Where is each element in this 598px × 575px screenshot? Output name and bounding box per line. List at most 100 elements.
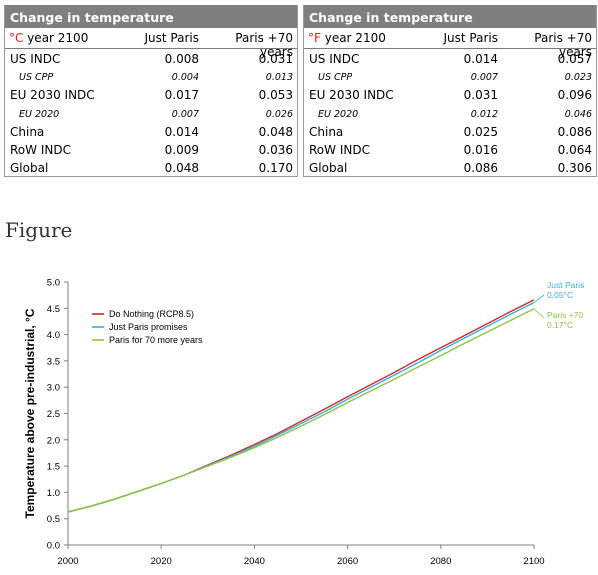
table-row: US INDC 0.014 0.057 bbox=[304, 49, 596, 67]
y-tick-label: 5.0 bbox=[47, 278, 60, 289]
value-just-paris: 0.009 bbox=[164, 142, 199, 157]
value-just-paris: 0.048 bbox=[164, 161, 199, 176]
value-paris-70: 0.096 bbox=[557, 88, 592, 103]
value-paris-70: 0.048 bbox=[258, 124, 293, 139]
value-paris-70: 0.036 bbox=[258, 142, 293, 157]
column-header-paris-70: Paris +70 years bbox=[235, 31, 293, 59]
value-paris-70: 0.031 bbox=[258, 52, 293, 66]
value-just-paris: 0.031 bbox=[463, 88, 498, 103]
row-label: EU 2020 bbox=[19, 108, 60, 120]
value-paris-70: 0.064 bbox=[557, 142, 592, 157]
y-tick-label: 3.5 bbox=[47, 356, 60, 367]
temperature-line-chart: 0.0 0.5 1.0 1.5 2.0 2.5 3.0 3.5 4.0 4.5 5.0 2000 202… bbox=[23, 278, 584, 568]
table-title: Change in temperature bbox=[5, 5, 297, 28]
table-row: EU 2020 0.007 0.026 bbox=[5, 104, 297, 122]
y-tick-label: 0.0 bbox=[47, 541, 60, 552]
table-row: EU 2030 INDC 0.017 0.053 bbox=[5, 85, 297, 103]
column-header-paris-70: Paris +70 years bbox=[534, 31, 592, 59]
unit-symbol: °C bbox=[9, 31, 24, 45]
table-row: EU 2020 0.012 0.046 bbox=[304, 104, 596, 122]
value-just-paris: 0.012 bbox=[470, 108, 498, 120]
column-header-just-paris: Just Paris bbox=[443, 31, 499, 45]
value-just-paris: 0.008 bbox=[164, 52, 199, 66]
y-tick-label: 1.5 bbox=[47, 462, 60, 473]
table-body: US INDC 0.014 0.057 US CPP 0.007 0.023 EU 2030… bbox=[304, 49, 596, 176]
value-just-paris: 0.086 bbox=[463, 161, 498, 176]
figure-heading: Figure bbox=[5, 218, 73, 242]
y-tick-label: 2.5 bbox=[47, 409, 60, 420]
y-tick-label: 4.0 bbox=[47, 330, 60, 341]
x-tick-label: 2060 bbox=[337, 556, 358, 567]
annotation-value: 0.17°C bbox=[547, 320, 573, 330]
unit-label: °C year 2100 bbox=[9, 31, 88, 45]
x-tick-label: 2000 bbox=[57, 556, 78, 567]
x-tick-label: 2020 bbox=[151, 556, 172, 567]
value-just-paris: 0.025 bbox=[463, 124, 498, 139]
table-body: US INDC 0.008 0.031 US CPP 0.004 0.013 EU 2030… bbox=[5, 49, 297, 176]
table-fahrenheit: Change in temperature °F year 2100 Just … bbox=[303, 5, 597, 178]
value-paris-70: 0.057 bbox=[557, 52, 592, 66]
value-paris-70: 0.306 bbox=[557, 161, 592, 176]
row-label: US CPP bbox=[318, 72, 353, 84]
table-row: US CPP 0.004 0.013 bbox=[5, 67, 297, 85]
annotation-label: Just Paris bbox=[547, 280, 584, 290]
table-row: US CPP 0.007 0.023 bbox=[304, 67, 596, 85]
value-paris-70: 0.013 bbox=[265, 72, 293, 84]
value-paris-70: 0.026 bbox=[265, 108, 293, 120]
value-paris-70: 0.086 bbox=[557, 124, 592, 139]
y-tick-label: 4.5 bbox=[47, 304, 60, 315]
row-label: EU 2020 bbox=[318, 108, 359, 120]
value-just-paris: 0.014 bbox=[463, 52, 498, 66]
table-celsius: Change in temperature °C year 2100 Just … bbox=[4, 5, 298, 178]
annotation-value: 0.05°C bbox=[547, 290, 573, 300]
table-row: Global 0.086 0.306 bbox=[304, 158, 596, 176]
series-line-1 bbox=[67, 301, 535, 513]
table-header-row: °C year 2100 Just Paris Paris +70 years bbox=[5, 28, 297, 59]
y-tick-label: 2.0 bbox=[47, 435, 60, 446]
table-row: Global 0.048 0.170 bbox=[5, 158, 297, 176]
x-tick-label: 2100 bbox=[523, 556, 544, 567]
value-just-paris: 0.016 bbox=[463, 142, 498, 157]
row-label: US INDC bbox=[309, 52, 360, 66]
y-axis-title: Temperature above pre-industrial, °C bbox=[23, 308, 37, 518]
column-header-just-paris: Just Paris bbox=[144, 31, 200, 45]
row-label: RoW INDC bbox=[10, 142, 71, 157]
table-title: Change in temperature bbox=[304, 5, 596, 28]
table-row: US INDC 0.008 0.031 bbox=[5, 49, 297, 67]
table-row: China 0.014 0.048 bbox=[5, 122, 297, 140]
value-paris-70: 0.046 bbox=[564, 108, 592, 120]
row-label: EU 2030 INDC bbox=[10, 88, 95, 103]
row-label: RoW INDC bbox=[309, 142, 370, 157]
annotation-label: Paris +70 bbox=[547, 310, 583, 320]
value-just-paris: 0.014 bbox=[164, 124, 199, 139]
series-line-2 bbox=[67, 308, 535, 513]
row-label: US CPP bbox=[19, 72, 54, 84]
row-label: China bbox=[309, 124, 344, 139]
x-tick-label: 2080 bbox=[430, 556, 451, 567]
value-just-paris: 0.004 bbox=[171, 72, 199, 84]
annotation-leader bbox=[533, 308, 545, 319]
row-label: Global bbox=[10, 161, 49, 176]
value-paris-70: 0.023 bbox=[564, 72, 592, 84]
table-row: China 0.025 0.086 bbox=[304, 122, 596, 140]
value-just-paris: 0.017 bbox=[164, 88, 199, 103]
legend-label: Paris for 70 more years bbox=[109, 335, 203, 345]
unit-symbol: °F bbox=[308, 31, 321, 45]
row-label: China bbox=[10, 124, 45, 139]
y-tick-label: 0.5 bbox=[47, 514, 60, 525]
row-label: EU 2030 INDC bbox=[309, 88, 394, 103]
unit-rest: year 2100 bbox=[23, 31, 89, 45]
unit-rest: year 2100 bbox=[320, 31, 386, 45]
unit-label: °F year 2100 bbox=[308, 31, 386, 45]
y-tick-label: 3.0 bbox=[47, 383, 60, 394]
annotation-leader bbox=[533, 294, 545, 303]
value-just-paris: 0.007 bbox=[171, 108, 199, 120]
table-header-row: °F year 2100 Just Paris Paris +70 years bbox=[304, 28, 596, 59]
row-label: US INDC bbox=[10, 52, 61, 66]
y-tick-label: 1.0 bbox=[47, 488, 60, 499]
x-tick-label: 2040 bbox=[244, 556, 265, 567]
legend-label: Just Paris promises bbox=[109, 322, 188, 332]
value-paris-70: 0.053 bbox=[258, 88, 293, 103]
row-label: Global bbox=[309, 161, 348, 176]
value-paris-70: 0.170 bbox=[258, 161, 293, 176]
